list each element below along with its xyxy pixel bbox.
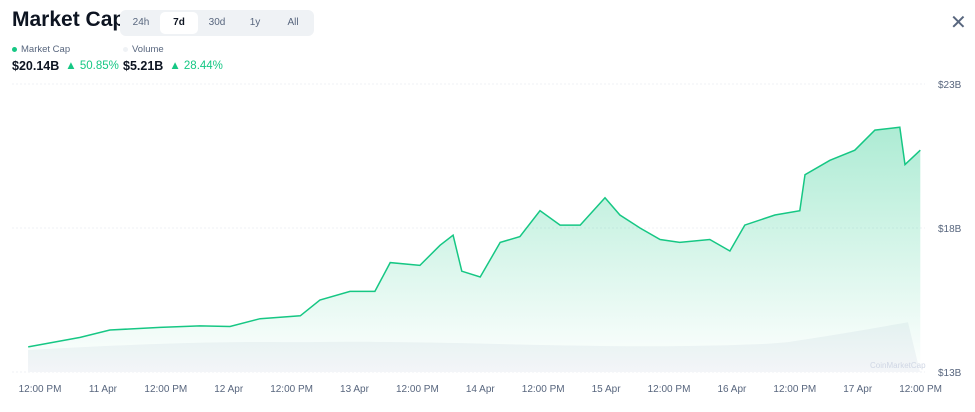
x-tick-label: 12:00 PM xyxy=(522,384,565,395)
x-tick-label: 16 Apr xyxy=(717,384,747,395)
y-tick-label: $18B xyxy=(938,224,962,235)
watermark: CoinMarketCap xyxy=(870,361,926,370)
x-tick-label: 12:00 PM xyxy=(773,384,816,395)
volume-value: $5.21B ▲ 28.44% xyxy=(123,59,223,73)
value: $20.14B xyxy=(12,59,60,73)
x-tick-label: 15 Apr xyxy=(592,384,622,395)
x-tick-label: 12:00 PM xyxy=(270,384,313,395)
x-tick-label: 12:00 PM xyxy=(144,384,187,395)
x-tick-label: 12:00 PM xyxy=(396,384,439,395)
range-tabs: 24h 7d 30d 1y All xyxy=(120,10,314,36)
tab-30d[interactable]: 30d xyxy=(208,17,226,28)
change-text: 50.85% xyxy=(79,60,119,72)
close-icon[interactable]: ✕ xyxy=(950,12,967,34)
x-tick-label: 14 Apr xyxy=(466,384,496,395)
y-tick-label: $23B xyxy=(938,80,962,91)
y-tick-label: $13B xyxy=(938,368,962,379)
x-tick-label: 12 Apr xyxy=(214,384,244,395)
x-tick-label: 12:00 PM xyxy=(648,384,691,395)
dot-icon xyxy=(123,47,128,52)
dot-icon xyxy=(12,47,17,52)
triangle-up-icon: ▲ xyxy=(169,60,181,72)
triangle-up-icon: ▲ xyxy=(65,60,77,72)
value: $5.21B xyxy=(123,59,164,73)
x-tick-label: 17 Apr xyxy=(843,384,873,395)
legend-label: Volume xyxy=(132,44,164,55)
market-cap-value: $20.14B ▲ 50.85% xyxy=(12,59,119,73)
tab-24h[interactable]: 24h xyxy=(132,17,150,28)
change-text: 28.44% xyxy=(183,60,223,72)
x-tick-label: 13 Apr xyxy=(340,384,370,395)
market-cap-area xyxy=(28,127,921,372)
legend-label: Market Cap xyxy=(21,44,71,55)
x-tick-label: 11 Apr xyxy=(89,384,118,395)
x-tick-label: 12:00 PM xyxy=(19,384,62,395)
legend-market-cap[interactable]: Market Cap xyxy=(12,44,70,55)
change: ▲ 28.44% xyxy=(169,60,223,72)
page-title: Market Cap xyxy=(12,8,126,31)
tab-7d[interactable]: 7d xyxy=(160,12,198,34)
change: ▲ 50.85% xyxy=(65,60,119,72)
tab-1y[interactable]: 1y xyxy=(249,17,261,28)
legend-volume[interactable]: Volume xyxy=(123,44,164,55)
tab-all[interactable]: All xyxy=(287,17,299,28)
x-tick-label: 12:00 PM xyxy=(899,384,942,395)
